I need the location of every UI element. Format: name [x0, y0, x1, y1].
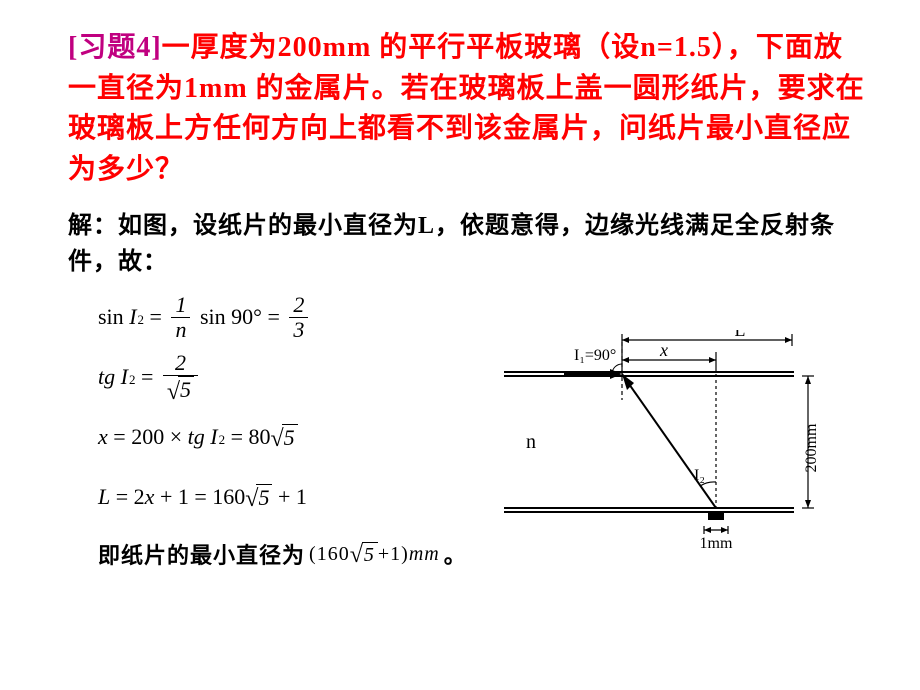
eq1-sub: 2	[138, 313, 145, 327]
eq2-sqrt: √5	[167, 376, 194, 403]
eq1-frac2: 2 3	[289, 293, 308, 342]
diagram-L-label: L	[735, 330, 746, 340]
eq4-sqrt: √5	[245, 484, 272, 511]
diagram-I2-label: I₂	[694, 467, 705, 484]
eq2-frac: 2 √5	[163, 351, 198, 404]
eq2-tg: tg	[98, 365, 115, 389]
conclusion-math: ( 160 √5 + 1 ) mm	[309, 542, 440, 567]
diagram-n-label: n	[526, 431, 536, 453]
eq3-sqrt: √5	[270, 424, 297, 451]
diagram-1mm-label: 1mm	[700, 535, 733, 552]
diagram-I1-label: I₁=90°	[574, 347, 616, 364]
problem-label: [习题4]	[68, 32, 162, 63]
slide-page: [习题4]一厚度为200mm 的平行平板玻璃（设n=1.5），下面放一直径为1m…	[0, 0, 920, 690]
eq1-I: I	[129, 305, 136, 329]
problem-statement: [习题4]一厚度为200mm 的平行平板玻璃（设n=1.5），下面放一直径为1m…	[68, 28, 870, 190]
solution-intro: 解：如图，设纸片的最小直径为L，依题意得，边缘光线满足全反射条件，故：	[68, 208, 870, 280]
eq1-frac1: 1 n	[171, 293, 190, 342]
conclusion-prefix: 即纸片的最小直径为	[98, 538, 305, 570]
diagram-200mm-label: 200mm	[803, 423, 820, 472]
eq1-sin2: sin	[200, 305, 226, 329]
problem-text: 一厚度为200mm 的平行平板玻璃（设n=1.5），下面放一直径为1mm 的金属…	[68, 32, 865, 185]
diagram-x-label: x	[659, 340, 668, 360]
optics-diagram: 1mm x L 200mm I₁=90° I₂ n	[504, 330, 824, 560]
conclusion-suffix: 。	[444, 538, 467, 570]
eq1-sin: sin	[98, 305, 124, 329]
